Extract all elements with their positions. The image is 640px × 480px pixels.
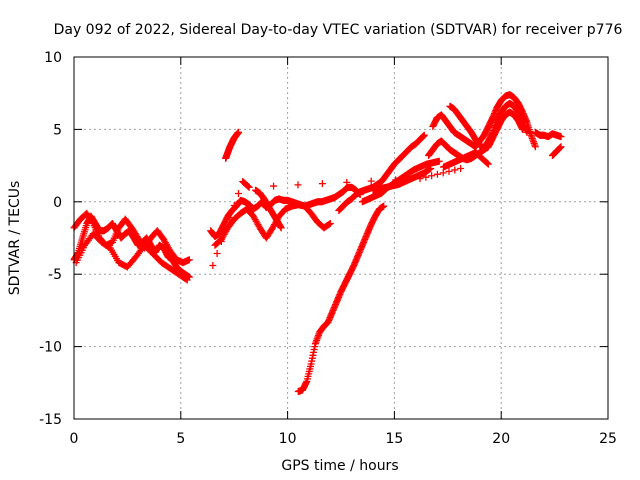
data-point xyxy=(380,202,388,210)
data-point xyxy=(483,159,491,167)
series-arc-rise-c xyxy=(369,164,435,194)
data-point xyxy=(422,173,430,181)
data-point xyxy=(451,166,459,174)
series-isolated xyxy=(209,164,465,270)
data-point xyxy=(209,262,217,270)
tick-layer: 0 5 10 15 20 25 -15 -10 -5 0 5 10 xyxy=(39,50,617,447)
series-arc-early-c xyxy=(72,230,191,284)
y-axis-label: SDTVAR / TECUs xyxy=(7,181,23,296)
data-point xyxy=(326,220,334,228)
data-point xyxy=(277,224,285,232)
data-point xyxy=(213,250,221,258)
points-layer xyxy=(70,91,565,395)
data-point xyxy=(445,167,453,175)
chart-title: Day 092 of 2022, Sidereal Day-to-day VTE… xyxy=(54,22,623,38)
y-tick-label: -10 xyxy=(39,340,62,356)
plot-frame xyxy=(73,56,609,420)
data-point xyxy=(270,182,278,190)
data-point xyxy=(367,177,375,185)
data-point xyxy=(222,226,230,234)
x-axis-label: GPS time / hours xyxy=(281,458,398,474)
data-point xyxy=(318,180,326,188)
data-point xyxy=(416,175,424,183)
data-point xyxy=(230,202,238,210)
x-tick-label: 0 xyxy=(70,431,79,447)
x-tick-label: 25 xyxy=(599,431,617,447)
data-point xyxy=(557,133,565,141)
series-arc-late-d xyxy=(440,149,492,171)
data-point xyxy=(392,176,400,184)
data-point xyxy=(531,143,539,151)
series-arc-tail-b xyxy=(548,143,565,159)
data-point xyxy=(523,128,531,136)
data-point xyxy=(244,182,252,190)
data-point xyxy=(185,256,193,264)
data-point xyxy=(226,214,234,222)
data-point xyxy=(435,157,443,165)
data-point xyxy=(428,172,436,180)
data-point xyxy=(234,190,242,198)
data-point xyxy=(439,169,447,177)
data-point xyxy=(427,164,435,172)
y-tick-label: -15 xyxy=(39,412,62,428)
x-tick-label: 15 xyxy=(385,431,403,447)
data-point xyxy=(557,143,565,151)
data-point xyxy=(294,181,302,189)
data-point xyxy=(457,164,465,172)
x-tick-label: 10 xyxy=(279,431,297,447)
series-arc-tail xyxy=(531,128,565,141)
data-point xyxy=(234,128,242,136)
data-point xyxy=(183,276,191,284)
data-point xyxy=(245,183,253,191)
x-tick-label: 5 xyxy=(176,431,185,447)
data-point xyxy=(88,218,96,226)
data-point xyxy=(484,160,492,168)
series-arc-jump xyxy=(222,128,242,162)
data-point xyxy=(217,238,225,246)
y-tick-label: 5 xyxy=(53,122,62,138)
x-tick-label: 20 xyxy=(492,431,510,447)
series-arc-late-a xyxy=(429,91,539,151)
data-point xyxy=(182,275,190,283)
series-arc-dip xyxy=(294,202,388,395)
data-point xyxy=(433,170,441,178)
data-point xyxy=(343,178,351,186)
series-arc-mid-c xyxy=(252,186,285,232)
data-point xyxy=(420,131,428,139)
y-tick-label: 10 xyxy=(44,50,62,66)
y-tick-label: 0 xyxy=(53,195,62,211)
data-point xyxy=(519,125,527,133)
y-tick-label: -5 xyxy=(48,267,62,283)
